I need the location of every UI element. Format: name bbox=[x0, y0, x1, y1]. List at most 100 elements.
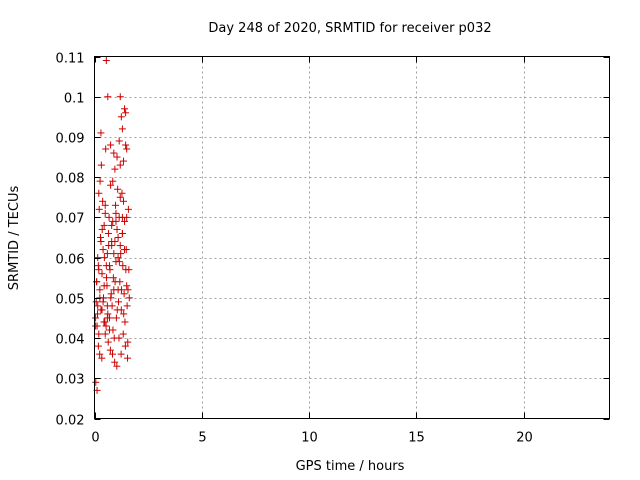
data-point bbox=[121, 246, 129, 254]
y-tick-label: 0.09 bbox=[56, 132, 85, 147]
data-point bbox=[99, 197, 107, 205]
data-point bbox=[94, 310, 102, 318]
data-point bbox=[95, 266, 103, 274]
y-axis-label: SRMTID / TECUs bbox=[7, 186, 22, 291]
data-point bbox=[107, 141, 115, 149]
data-point bbox=[114, 185, 122, 193]
data-point bbox=[99, 298, 107, 306]
data-point bbox=[118, 213, 126, 221]
x-axis-label: GPS time / hours bbox=[296, 459, 405, 474]
data-point bbox=[112, 209, 120, 217]
x-tick-label: 20 bbox=[516, 431, 533, 446]
data-point bbox=[103, 274, 111, 282]
data-point bbox=[106, 314, 114, 322]
data-point bbox=[121, 318, 129, 326]
data-point bbox=[95, 330, 103, 338]
data-point bbox=[120, 290, 128, 298]
x-tick-label: 10 bbox=[301, 431, 318, 446]
data-point bbox=[101, 201, 109, 209]
data-point bbox=[100, 318, 108, 326]
data-point bbox=[97, 161, 105, 169]
data-point bbox=[116, 161, 124, 169]
data-point bbox=[115, 258, 123, 266]
chart-title: Day 248 of 2020, SRMTID for receiver p03… bbox=[208, 21, 491, 36]
data-point bbox=[92, 298, 100, 306]
data-point bbox=[103, 250, 111, 258]
data-point bbox=[102, 145, 110, 153]
data-point bbox=[125, 294, 133, 302]
plot-frame bbox=[94, 56, 610, 419]
data-point bbox=[118, 189, 126, 197]
y-tick-label: 0.07 bbox=[56, 212, 85, 227]
data-point bbox=[105, 242, 113, 250]
data-point bbox=[118, 125, 126, 133]
data-point bbox=[122, 266, 130, 274]
y-tick-label: 0.02 bbox=[56, 414, 85, 429]
data-point bbox=[119, 197, 127, 205]
data-point bbox=[97, 129, 105, 137]
data-point bbox=[102, 57, 110, 65]
data-point bbox=[112, 314, 120, 322]
y-tick-label: 0.03 bbox=[56, 373, 85, 388]
data-point bbox=[123, 145, 131, 153]
data-point bbox=[103, 302, 111, 310]
data-point bbox=[107, 294, 115, 302]
grid bbox=[94, 56, 610, 419]
y-tick-label: 0.1 bbox=[64, 92, 85, 107]
data-point bbox=[112, 217, 120, 225]
data-point bbox=[119, 157, 127, 165]
data-point bbox=[115, 298, 123, 306]
data-point bbox=[117, 350, 125, 358]
data-point bbox=[94, 302, 102, 310]
data-point bbox=[104, 93, 112, 101]
data-point bbox=[106, 262, 114, 270]
data-point bbox=[101, 330, 109, 338]
data-point bbox=[98, 306, 106, 314]
data-point bbox=[113, 225, 121, 233]
data-point bbox=[106, 346, 114, 354]
data-point bbox=[95, 189, 103, 197]
data-point bbox=[113, 362, 121, 370]
data-point bbox=[104, 229, 112, 237]
y-tick-label: 0.05 bbox=[56, 293, 85, 308]
data-point bbox=[101, 209, 109, 217]
data-point bbox=[98, 270, 106, 278]
data-point bbox=[124, 354, 132, 362]
data-point bbox=[92, 314, 100, 322]
data-point bbox=[109, 274, 117, 282]
data-point bbox=[100, 282, 108, 290]
data-point bbox=[94, 342, 102, 350]
data-point bbox=[96, 294, 104, 302]
data-point bbox=[120, 310, 128, 318]
data-point bbox=[92, 378, 100, 386]
data-point bbox=[114, 254, 122, 262]
data-points bbox=[92, 57, 133, 394]
data-point bbox=[111, 358, 119, 366]
data-point bbox=[107, 181, 115, 189]
y-tick-label: 0.06 bbox=[56, 253, 85, 268]
y-tick-label: 0.04 bbox=[56, 333, 85, 348]
data-point bbox=[97, 238, 105, 246]
data-point bbox=[122, 141, 130, 149]
data-point bbox=[123, 282, 131, 290]
data-point bbox=[116, 242, 124, 250]
x-tick-label: 5 bbox=[198, 431, 206, 446]
data-point bbox=[121, 105, 129, 113]
data-point bbox=[96, 350, 104, 358]
data-point bbox=[109, 326, 117, 334]
data-point bbox=[108, 238, 116, 246]
data-point bbox=[98, 354, 106, 362]
data-point bbox=[119, 330, 127, 338]
data-point bbox=[112, 201, 120, 209]
y-tick-label: 0.11 bbox=[56, 52, 85, 67]
y-tick-labels: 0.02 0.03 0.04 0.05 0.06 0.07 0.08 0.09 0.1 0.11 bbox=[56, 52, 85, 429]
data-point bbox=[100, 221, 108, 229]
x-tick-label: 0 bbox=[91, 431, 99, 446]
data-point bbox=[114, 234, 122, 241]
data-point bbox=[121, 342, 129, 350]
data-point bbox=[99, 246, 107, 254]
data-point bbox=[111, 165, 119, 173]
data-point bbox=[115, 334, 123, 342]
data-point bbox=[108, 221, 116, 229]
